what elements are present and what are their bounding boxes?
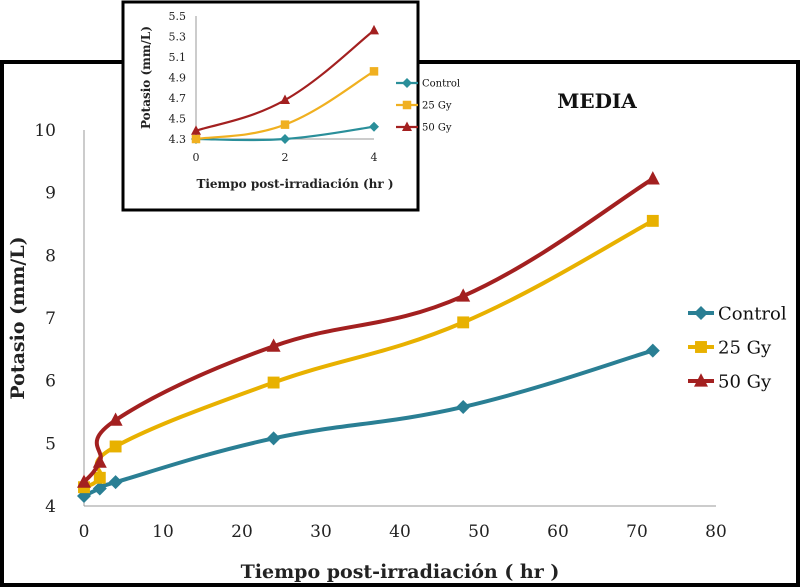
inset-x-tick-label: 0 (193, 151, 200, 164)
inset-y-tick-label: 4.7 (169, 92, 187, 105)
square-marker (695, 341, 707, 353)
x-tick-label: 60 (547, 522, 569, 542)
inset-legend-label: 50 Gy (422, 123, 452, 134)
square-marker (191, 134, 201, 144)
x-tick-label: 40 (389, 522, 411, 542)
inset-legend-label: Control (422, 79, 460, 90)
inset-y-tick-label: 4.3 (169, 133, 187, 146)
triangle-marker (191, 125, 201, 135)
inset-y-tick-label: 5.5 (169, 10, 187, 23)
diamond-marker (645, 343, 660, 358)
inset-y-tick-label: 4.5 (169, 112, 187, 125)
y-tick-label: 4 (45, 497, 56, 517)
inset-legend-label: 25 Gy (422, 101, 452, 112)
inset-y-tick-label: 4.9 (169, 71, 187, 84)
inset-y-tick-label: 5.3 (169, 30, 187, 43)
square-marker (369, 67, 379, 76)
square-marker (402, 100, 412, 110)
inset-y-tick-label: 5.1 (169, 51, 187, 64)
y-tick-label: 9 (45, 184, 56, 204)
legend-label: 25 Gy (718, 337, 772, 358)
diamond-marker (369, 121, 379, 132)
x-tick-label: 70 (626, 522, 648, 542)
triangle-marker (402, 121, 412, 131)
x-tick-label: 20 (231, 522, 253, 542)
chart-title: MEDIA (557, 89, 637, 113)
diamond-marker (92, 481, 107, 496)
x-tick-label: 0 (79, 522, 90, 542)
triangle-marker (266, 338, 281, 352)
square-marker (109, 440, 122, 453)
triangle-marker (645, 171, 660, 185)
inset-x-axis-title: Tiempo post-irradiación (hr ) (196, 177, 393, 191)
x-tick-label: 80 (705, 522, 727, 542)
legend-label: Control (718, 303, 787, 324)
diamond-marker (108, 475, 123, 490)
diamond-marker (456, 399, 471, 414)
inset-frame (121, 0, 420, 212)
triangle-marker (280, 94, 290, 105)
y-axis-title: Potasio (mm/L) (7, 236, 29, 399)
x-tick-label: 50 (468, 522, 490, 542)
x-tick-label: 30 (310, 522, 332, 542)
y-tick-label: 5 (45, 434, 56, 454)
square-marker (646, 214, 659, 227)
square-marker (280, 120, 290, 129)
diamond-marker (280, 134, 290, 144)
triangle-marker (456, 288, 471, 302)
triangle-marker (77, 474, 91, 488)
triangle-marker (92, 454, 107, 468)
x-axis-title: Tiempo post-irradiación ( hr ) (241, 561, 560, 583)
triangle-marker (694, 373, 708, 387)
y-tick-label: 7 (45, 309, 56, 329)
diamond-marker (694, 306, 708, 320)
inset-y-axis-title: Potasio (mm/L) (139, 26, 153, 129)
y-tick-label: 10 (34, 121, 56, 141)
square-marker (93, 471, 106, 484)
y-tick-label: 8 (45, 246, 56, 266)
legend-label: 50 Gy (718, 371, 772, 392)
diamond-marker (402, 78, 412, 88)
square-marker (457, 316, 470, 329)
inset-x-tick-label: 2 (282, 151, 289, 164)
diamond-marker (266, 431, 281, 446)
y-tick-label: 6 (45, 372, 56, 392)
triangle-marker (369, 24, 379, 35)
square-marker (267, 376, 280, 389)
triangle-marker (108, 412, 123, 426)
x-tick-label: 10 (152, 522, 174, 542)
inset-x-tick-label: 4 (371, 151, 378, 164)
